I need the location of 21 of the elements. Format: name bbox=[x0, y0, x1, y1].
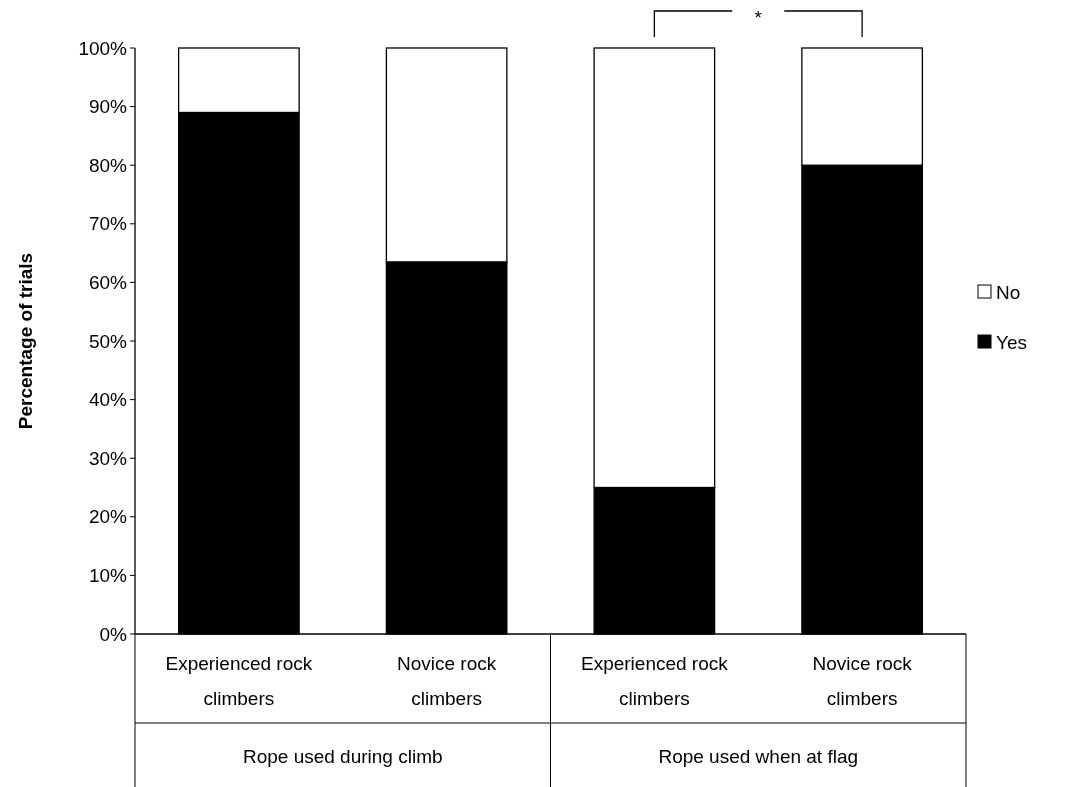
y-tick-label: 30% bbox=[88, 447, 128, 469]
y-tick-label: 20% bbox=[88, 506, 128, 528]
y-tick-label: 0% bbox=[99, 623, 128, 645]
text: * bbox=[754, 7, 763, 28]
x-tick-label: Novice rock climbers bbox=[812, 653, 913, 709]
y-tick-label: 50% bbox=[88, 330, 128, 352]
y-axis-title: Percentage of trials bbox=[15, 252, 36, 430]
y-tick-label: 80% bbox=[88, 154, 128, 176]
y-tick-label: 100% bbox=[78, 37, 128, 59]
y-tick-label: 70% bbox=[88, 213, 128, 235]
x-tick-label: Novice rock climbers bbox=[397, 653, 497, 709]
legend-label: No bbox=[996, 281, 1021, 303]
y-tick-label: 10% bbox=[88, 565, 128, 587]
y-tick-label: 40% bbox=[88, 389, 128, 411]
legend-label: Yes bbox=[996, 331, 1027, 353]
text: Rope used during climb bbox=[242, 746, 443, 767]
x-tick-label: Experienced rock climbers bbox=[580, 653, 729, 709]
y-tick-label: 60% bbox=[88, 272, 128, 294]
y-tick-label: 90% bbox=[88, 96, 128, 118]
x-tick-label: Experienced rock climbers bbox=[165, 653, 313, 709]
text: Rope used when at flag bbox=[658, 746, 859, 767]
